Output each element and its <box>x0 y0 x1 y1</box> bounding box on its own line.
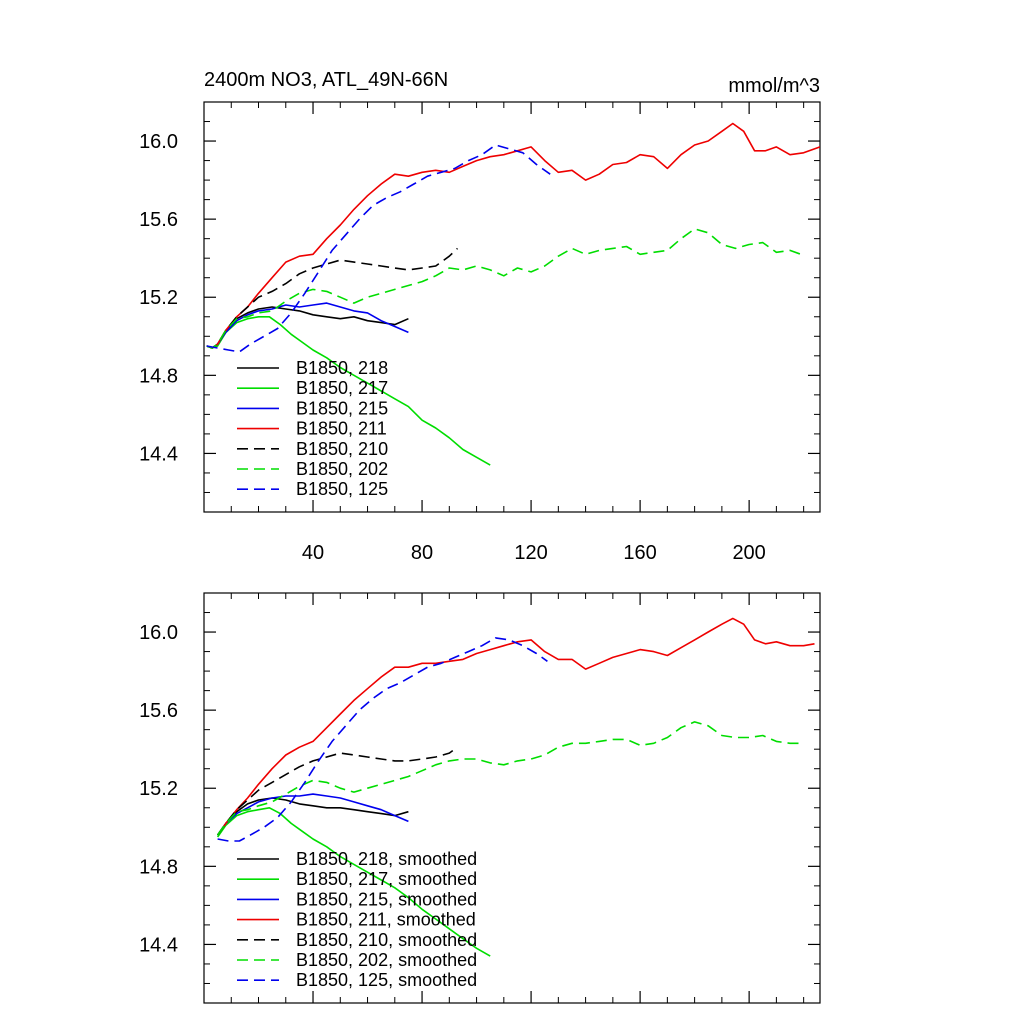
x-tick-label: 160 <box>623 542 656 564</box>
series-line-2 <box>206 315 491 466</box>
legend-label: B1850, 215 <box>296 398 388 418</box>
series-line-7 <box>206 144 551 353</box>
legend-label: B1850, 202, smoothed <box>296 950 477 970</box>
top-panel: 40 80 120 160 200 14.4 14.8 15.2 15.6 16.0 2400m N… <box>139 69 821 564</box>
legend-label: B1850, 215, smoothed <box>296 889 477 909</box>
series-line-4 <box>216 617 815 836</box>
series-line-5 <box>206 247 459 349</box>
series-group <box>216 617 815 957</box>
chart-title: 2400m NO3, ATL_49N-66N <box>204 69 448 91</box>
series-line-2 <box>216 806 491 957</box>
y-tick-label: 15.2 <box>139 778 178 800</box>
y-tick-label: 15.2 <box>139 287 178 309</box>
x-tick-label: 80 <box>411 542 433 564</box>
y-tick-label: 14.8 <box>139 365 178 387</box>
legend-label: B1850, 211 <box>296 419 387 439</box>
bottom-panel: 14.4 14.8 15.2 15.6 16.0 B1850, 218, smoothed… <box>139 592 821 1004</box>
legend-label: B1850, 210, smoothed <box>296 930 477 950</box>
x-tick-label: 120 <box>514 542 547 564</box>
y-tick-label: 16.0 <box>139 131 178 153</box>
series-group <box>206 122 820 466</box>
y-tick-label: 14.4 <box>139 443 178 465</box>
y-tick-label: 14.4 <box>139 934 178 956</box>
y-tick-label: 16.0 <box>139 622 178 644</box>
legend-label: B1850, 202 <box>296 459 388 479</box>
legend-label: B1850, 125 <box>296 479 388 499</box>
legend-label: B1850, 218, smoothed <box>296 849 477 869</box>
legend-label: B1850, 211, smoothed <box>296 910 476 930</box>
y-tick-label: 15.6 <box>139 209 178 231</box>
x-tick-label: 200 <box>732 542 765 564</box>
y-tick-label: 14.8 <box>139 856 178 878</box>
y-tick-label: 15.6 <box>139 700 178 722</box>
legend-label: B1850, 218 <box>296 358 388 378</box>
series-line-4 <box>206 122 820 349</box>
x-tick-label: 40 <box>302 542 324 564</box>
legend-label: B1850, 125, smoothed <box>296 970 477 990</box>
series-line-5 <box>216 746 458 836</box>
series-line-1 <box>206 306 409 349</box>
series-line-1 <box>216 797 409 836</box>
series-line-3 <box>206 302 409 349</box>
legend-label: B1850, 217, smoothed <box>296 869 477 889</box>
series-line-6 <box>216 721 801 836</box>
plot-frame <box>203 592 821 1004</box>
plot-frame <box>203 101 821 513</box>
series-line-7 <box>217 637 548 842</box>
legend-label: B1850, 210 <box>296 439 388 459</box>
units-label: mmol/m^3 <box>728 75 820 97</box>
series-line-6 <box>206 228 802 349</box>
legend-label: B1850, 217 <box>296 378 388 398</box>
